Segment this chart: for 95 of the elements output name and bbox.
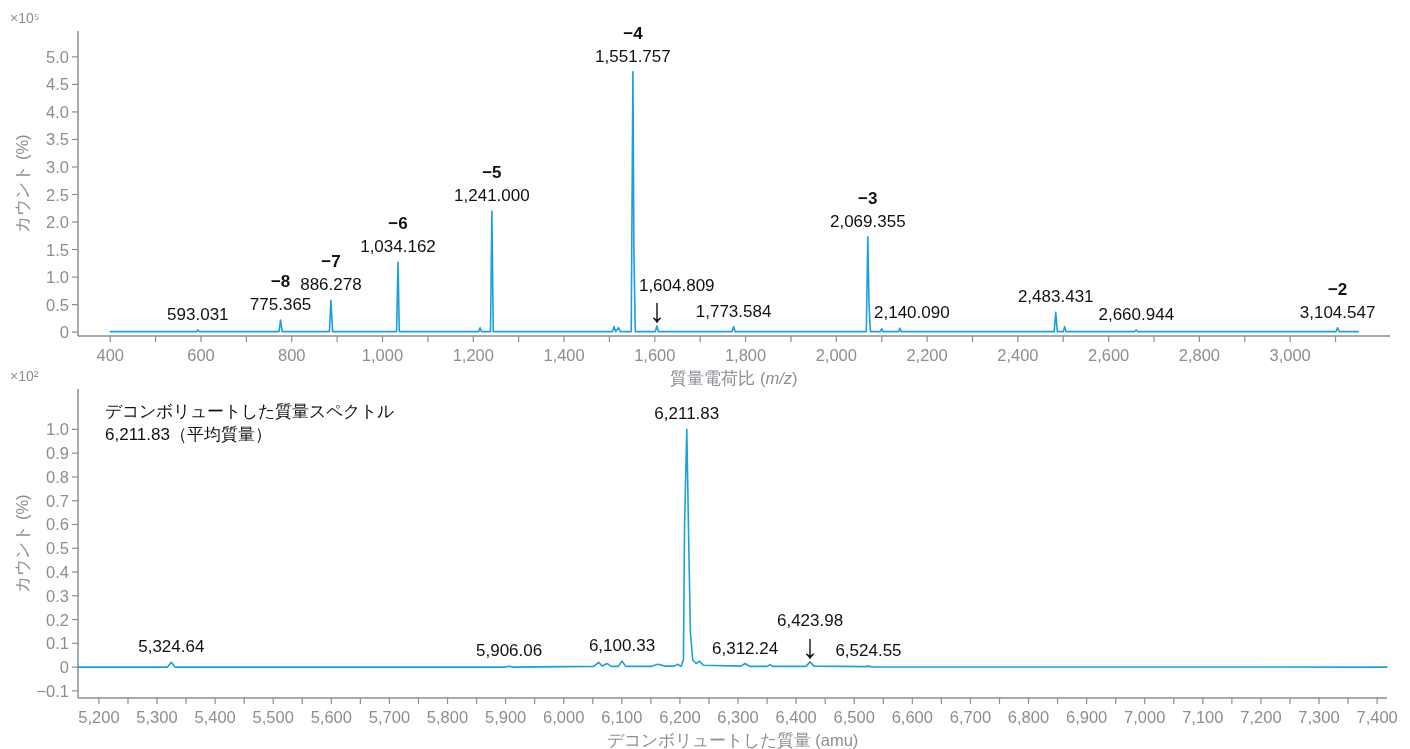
annotation: 5,324.64 bbox=[138, 637, 205, 657]
annotation: 593.031 bbox=[167, 304, 229, 324]
annotation: 1,034.162 bbox=[360, 237, 436, 257]
x-tick-label: 1,200 bbox=[452, 346, 494, 364]
y-tick-label: 0.5 bbox=[46, 539, 69, 558]
y-tick-label: 4.5 bbox=[46, 75, 69, 94]
annotation: 1,551.757 bbox=[595, 46, 671, 66]
x-tick-label: 6,700 bbox=[949, 708, 992, 726]
annotation: 6,312.24 bbox=[712, 638, 779, 658]
annotation: 6,524.55 bbox=[835, 641, 902, 661]
x-tick-label: 2,600 bbox=[1087, 346, 1130, 364]
x-tick-label: 2,000 bbox=[815, 346, 857, 364]
x-tick-label: 5,900 bbox=[484, 708, 527, 726]
annotation: 886.278 bbox=[300, 275, 362, 295]
y-tick-label: 0.2 bbox=[46, 610, 69, 629]
x-tick-label: 6,100 bbox=[601, 708, 643, 726]
x-tick-label: 6,600 bbox=[891, 708, 933, 726]
x-tick-label: 6,300 bbox=[717, 708, 759, 726]
x-tick-label: 5,600 bbox=[310, 708, 352, 726]
x-tick-label: 6,800 bbox=[1007, 708, 1050, 726]
annotation: デコンボリュートした質量スペクトル bbox=[105, 402, 394, 421]
x-tick-label: 1,800 bbox=[724, 346, 767, 364]
line-series bbox=[77, 428, 1388, 668]
y-tick-label: 3.0 bbox=[46, 157, 69, 176]
annotation: 3,104.547 bbox=[1299, 302, 1376, 322]
text: ×10⁵ bbox=[10, 10, 40, 26]
annotation: −8 bbox=[270, 272, 291, 292]
x-tick-label: 2,800 bbox=[1178, 346, 1221, 364]
y-tick-label: 4.0 bbox=[46, 102, 69, 121]
x-tick-label: 5,800 bbox=[426, 708, 469, 726]
x-tick-label: 6,200 bbox=[659, 708, 701, 726]
x-tick-label: 2,200 bbox=[906, 346, 948, 364]
x-tick-label: 1,000 bbox=[361, 346, 404, 364]
annotation: 1,773.584 bbox=[695, 301, 772, 321]
x-tick-label: 5,300 bbox=[136, 708, 178, 726]
y-tick-label: 1.0 bbox=[46, 268, 69, 287]
annotation: 775.365 bbox=[249, 295, 312, 315]
x-tick-label: 7,000 bbox=[1124, 708, 1166, 726]
y-tick-label: 5.0 bbox=[46, 47, 69, 66]
y-tick-label: 0.6 bbox=[46, 515, 69, 534]
x-tick-label: 800 bbox=[277, 346, 306, 364]
annotation: −3 bbox=[858, 188, 878, 208]
annotation: −7 bbox=[321, 252, 341, 272]
annotation: 2,483.431 bbox=[1017, 287, 1094, 307]
annotation: −5 bbox=[482, 163, 502, 183]
annotation: 6,211.83 bbox=[654, 404, 720, 424]
y-tick-label: 1.0 bbox=[46, 420, 69, 439]
x-tick-label: 7,100 bbox=[1182, 708, 1224, 726]
annotation: −4 bbox=[623, 23, 644, 43]
annotation: 6,100.33 bbox=[588, 636, 656, 656]
x-tick-label: 6,400 bbox=[775, 708, 817, 726]
y-tick-label: 0.7 bbox=[46, 491, 69, 510]
x-tick-label: 1,400 bbox=[543, 346, 585, 364]
y-tick-label: 0.4 bbox=[46, 563, 69, 582]
y-tick-label: 0.8 bbox=[46, 467, 69, 486]
y-tick-label: 2.5 bbox=[46, 185, 69, 204]
x-tick-label: 2,400 bbox=[997, 346, 1039, 364]
annotation: −2 bbox=[1327, 279, 1348, 299]
y-tick-label: 0.3 bbox=[46, 586, 69, 605]
y-tick-label: 1.5 bbox=[46, 240, 69, 259]
x-tick-label: 7,200 bbox=[1240, 708, 1282, 726]
x-tick-label: 5,500 bbox=[252, 708, 294, 726]
x-tick-label: 6,000 bbox=[543, 708, 585, 726]
y-tick-label: 3.5 bbox=[46, 130, 69, 149]
y-tick-label: 0.9 bbox=[46, 444, 69, 463]
annotation: 2,140.090 bbox=[874, 303, 950, 323]
x-tick-label: 5,400 bbox=[194, 708, 236, 726]
x-tick-label: 7,300 bbox=[1298, 708, 1340, 726]
y-axis-title: カウント (%) bbox=[13, 134, 31, 233]
y-tick-label: −0.1 bbox=[36, 681, 69, 700]
x-tick-label: 1,600 bbox=[634, 346, 676, 364]
annotation: −6 bbox=[388, 214, 408, 234]
y-tick-label: 0.5 bbox=[46, 295, 69, 314]
x-tick-label: 3,000 bbox=[1269, 346, 1311, 364]
annotation: 1,241.000 bbox=[454, 186, 530, 206]
x-tick-label: 5,700 bbox=[368, 708, 411, 726]
x-axis-title: 質量電荷比 (m/z) bbox=[670, 369, 798, 388]
x-tick-label: 6,500 bbox=[833, 708, 875, 726]
annotation: 2,660.944 bbox=[1098, 304, 1175, 324]
x-tick-label: 5,200 bbox=[78, 708, 120, 726]
x-tick-label: 600 bbox=[187, 346, 215, 364]
y-tick-label: 0 bbox=[59, 323, 69, 342]
annotation: 2,069.355 bbox=[829, 211, 906, 231]
annotation: 6,211.83（平均質量） bbox=[105, 425, 272, 444]
y-tick-label: 0 bbox=[59, 658, 69, 677]
x-tick-label: 7,400 bbox=[1356, 708, 1398, 726]
x-axis-title: デコンボリュートした質量 (amu) bbox=[606, 731, 859, 749]
text: ×10² bbox=[10, 368, 39, 384]
x-tick-label: 6,900 bbox=[1065, 708, 1108, 726]
y-tick-label: 0.1 bbox=[46, 634, 69, 653]
y-tick-label: 2.0 bbox=[46, 213, 69, 232]
y-axis-title: カウント (%) bbox=[13, 494, 31, 593]
annotation: 5,906.06 bbox=[476, 641, 543, 661]
x-tick-label: 400 bbox=[96, 346, 124, 364]
annotation: 1,604.809 bbox=[638, 275, 715, 295]
